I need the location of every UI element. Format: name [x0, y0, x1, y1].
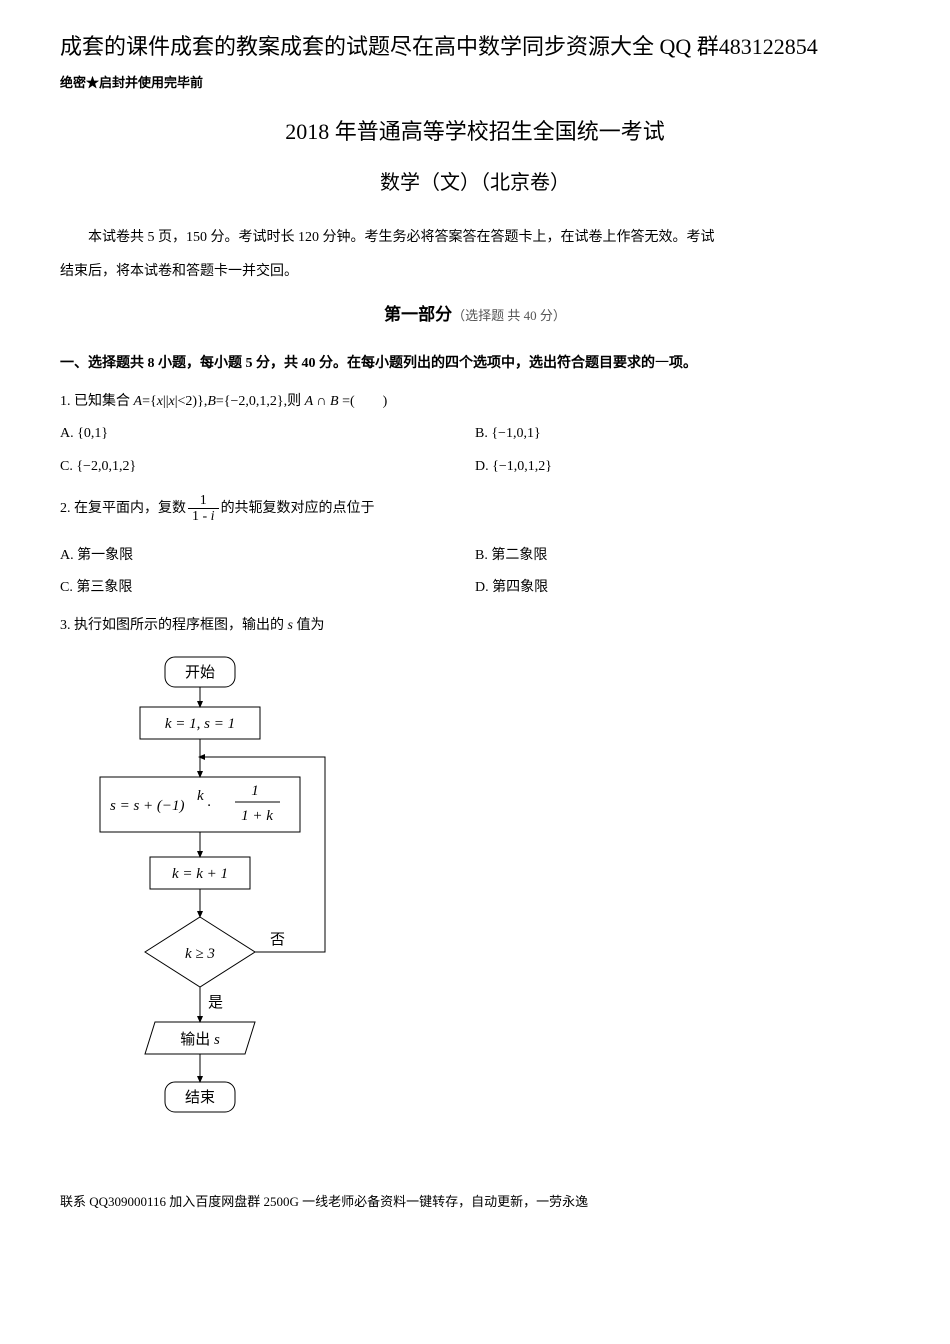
q2-den-a: 1 -: [192, 509, 211, 524]
q2-num: 1: [188, 493, 219, 509]
resource-header: 成套的课件成套的教案成套的试题尽在高中数学同步资源大全 QQ 群48312285…: [60, 30, 890, 63]
q1-k: =( ): [339, 394, 388, 409]
section-header: 第一部分（选择题 共 40 分）: [60, 301, 890, 328]
q2-fraction: 1 1 - i: [188, 493, 219, 525]
q1-j: A ∩ B: [305, 394, 339, 409]
intro-line2: 结束后，将本试卷和答题卡一并交回。: [60, 258, 890, 286]
q1-opt-c: C. {−2,0,1,2}: [60, 456, 475, 478]
instr-a: 一、选择题共 8 小题，每小题 5 分，共 40 分。在每小题列出的四个选项中，…: [60, 356, 655, 371]
q1-c: ={: [142, 394, 157, 409]
q1-opt-a: A. {0,1}: [60, 423, 475, 445]
section-bold: 第一部分: [384, 305, 452, 324]
q2-pre: 2. 在复平面内，复数: [60, 498, 186, 520]
fc-assign-mid: ·: [207, 798, 211, 814]
q2-opt-a: A. 第一象限: [60, 545, 475, 567]
q2-opt-b: B. 第二象限: [475, 545, 890, 567]
q2-opt-c: C. 第三象限: [60, 577, 475, 599]
section-note: （选择题 共 40 分）: [452, 308, 566, 323]
fc-assign-exp: k: [197, 788, 204, 804]
q1-options: A. {0,1} B. {−1,0,1} C. {−2,0,1,2} D. {−…: [60, 423, 890, 478]
q1-g: |<2)},: [175, 394, 208, 409]
instr-b: 一: [655, 356, 669, 371]
intro-line1: 本试卷共 5 页，150 分。考试时长 120 分钟。考生务必将答案答在答题卡上…: [60, 224, 890, 252]
q1-h: B: [207, 394, 216, 409]
fc-out-pre: 输出: [180, 1031, 214, 1048]
page-footer: 联系 QQ309000116 加入百度网盘群 2500G 一线老师必备资料一键转…: [60, 1192, 890, 1213]
q1-opt-b: B. {−1,0,1}: [475, 423, 890, 445]
fc-frac-num: 1: [251, 783, 259, 799]
fc-inc-text: k = k + 1: [172, 866, 228, 882]
fc-loop-arrowhead: [198, 754, 205, 760]
q1-opt-d: D. {−1,0,1,2}: [475, 456, 890, 478]
exam-title: 2018 年普通高等学校招生全国统一考试: [60, 114, 890, 149]
q1-i: ={−2,0,1,2},则: [216, 394, 305, 409]
fc-start-text: 开始: [185, 664, 215, 681]
subject-title: 数学（文）（北京卷）: [60, 167, 890, 199]
fc-out-var: s: [214, 1032, 220, 1048]
fc-cond-text: k ≥ 3: [185, 946, 215, 962]
q3-c: 值为: [293, 618, 325, 633]
q1-a: 1. 已知集合: [60, 394, 134, 409]
q2-den-b: i: [211, 509, 215, 524]
section-instructions: 一、选择题共 8 小题，每小题 5 分，共 40 分。在每小题列出的四个选项中，…: [60, 353, 890, 375]
q3-a: 3. 执行如图所示的程序框图，输出的: [60, 618, 288, 633]
confidential-notice: 绝密★启封并使用完毕前: [60, 73, 890, 94]
fc-yes-label: 是: [208, 995, 223, 1011]
instr-c: 项。: [669, 356, 697, 371]
fc-output-group: 输出 s: [180, 1031, 220, 1048]
flowchart-svg: 开始 k = 1, s = 1 s = s + (−1) k · 1 1 + k…: [90, 652, 360, 1152]
q2-den: 1 - i: [188, 509, 219, 524]
q2-text: 2. 在复平面内，复数 1 1 - i 的共轭复数对应的点位于: [60, 493, 890, 525]
fc-frac-den: 1 + k: [241, 808, 273, 824]
fc-end-text: 结束: [185, 1089, 215, 1106]
fc-loop-line: [200, 757, 325, 952]
q2-options: A. 第一象限 B. 第二象限 C. 第三象限 D. 第四象限: [60, 545, 890, 600]
q1-b: A: [134, 394, 143, 409]
flowchart-figure: 开始 k = 1, s = 1 s = s + (−1) k · 1 1 + k…: [90, 652, 890, 1152]
q2-opt-d: D. 第四象限: [475, 577, 890, 599]
question-1: 1. 已知集合 A={x||x|<2)},B={−2,0,1,2},则 A ∩ …: [60, 391, 890, 478]
fc-init-text: k = 1, s = 1: [165, 716, 235, 732]
q3-text: 3. 执行如图所示的程序框图，输出的 s 值为: [60, 615, 890, 637]
fc-no-label: 否: [270, 932, 285, 948]
fc-assign-pre: s = s + (−1): [110, 798, 185, 814]
question-2: 2. 在复平面内，复数 1 1 - i 的共轭复数对应的点位于 A. 第一象限 …: [60, 493, 890, 600]
question-3: 3. 执行如图所示的程序框图，输出的 s 值为: [60, 615, 890, 637]
q1-text: 1. 已知集合 A={x||x|<2)},B={−2,0,1,2},则 A ∩ …: [60, 391, 890, 413]
q2-post: 的共轭复数对应的点位于: [221, 498, 375, 520]
